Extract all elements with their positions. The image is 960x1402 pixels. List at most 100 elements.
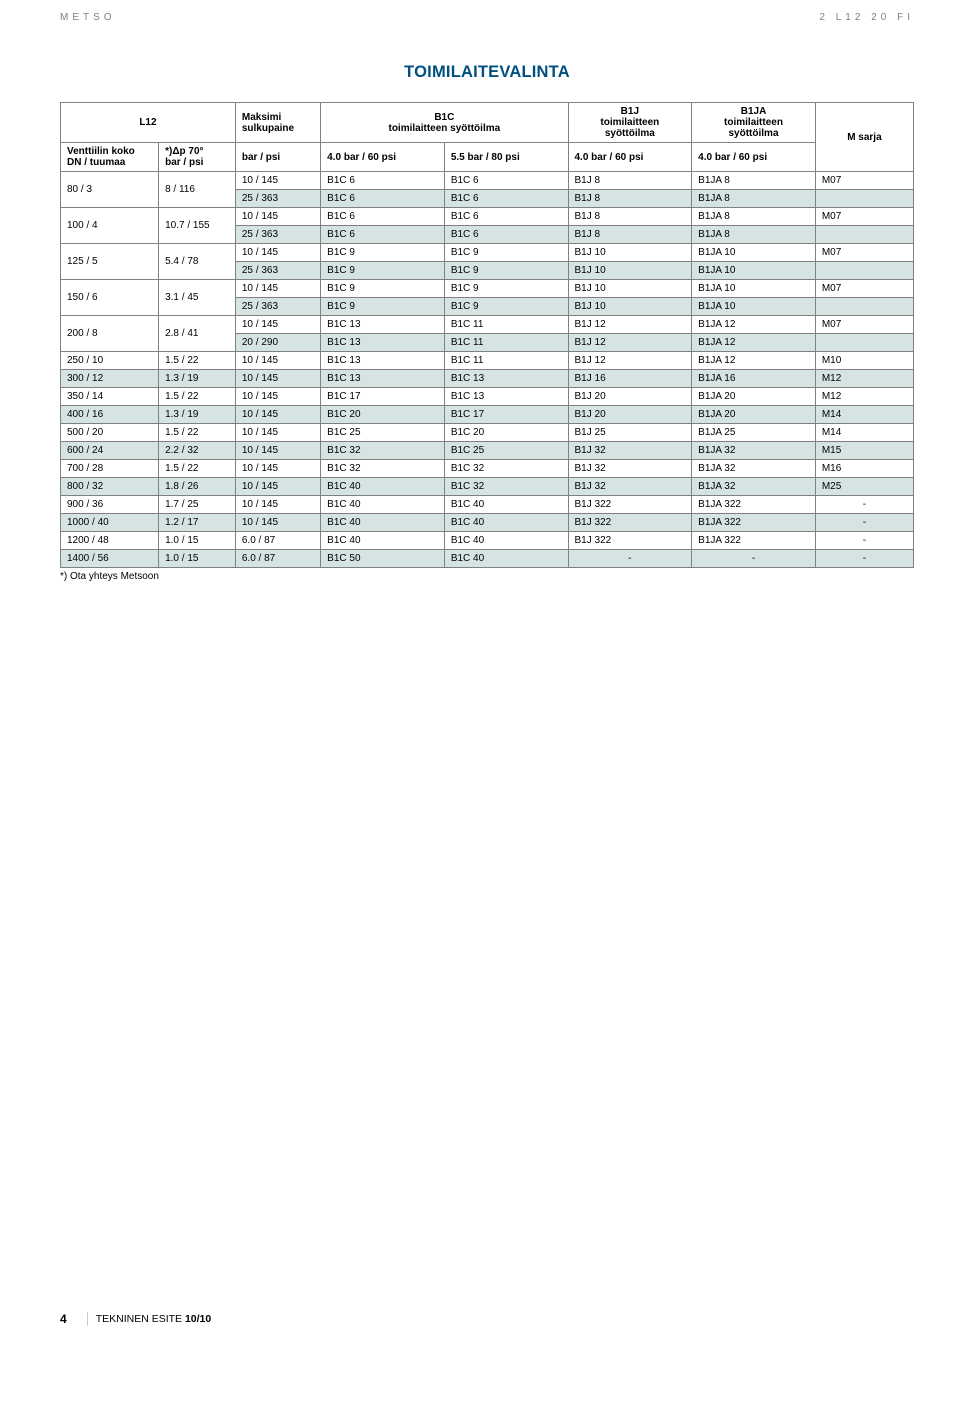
cell-c1: B1C 40 bbox=[321, 532, 445, 550]
cell-dn: 125 / 5 bbox=[61, 244, 159, 280]
cell-c2: B1C 6 bbox=[444, 172, 568, 190]
cell-j: B1J 322 bbox=[568, 532, 692, 550]
cell-mk: 6.0 / 87 bbox=[235, 550, 320, 568]
cell-dn: 80 / 3 bbox=[61, 172, 159, 208]
cell-j: B1J 12 bbox=[568, 352, 692, 370]
cell-dn: 250 / 10 bbox=[61, 352, 159, 370]
cell-j: - bbox=[568, 550, 692, 568]
cell-dn: 800 / 32 bbox=[61, 478, 159, 496]
cell-c1: B1C 13 bbox=[321, 316, 445, 334]
cell-c2: B1C 40 bbox=[444, 496, 568, 514]
head-b1ja: B1JA toimilaitteen syöttöilma bbox=[692, 103, 816, 143]
cell-dn: 400 / 16 bbox=[61, 406, 159, 424]
cell-c1: B1C 9 bbox=[321, 262, 445, 280]
cell-j: B1J 20 bbox=[568, 406, 692, 424]
cell-c2: B1C 32 bbox=[444, 478, 568, 496]
table-row: 150 / 63.1 / 4510 / 145B1C 9B1C 9B1J 10B… bbox=[61, 280, 914, 298]
cell-dn: 1000 / 40 bbox=[61, 514, 159, 532]
cell-c1: B1C 17 bbox=[321, 388, 445, 406]
table-row: 700 / 281.5 / 2210 / 145B1C 32B1C 32B1J … bbox=[61, 460, 914, 478]
cell-m bbox=[815, 226, 913, 244]
table-row: 900 / 361.7 / 2510 / 145B1C 40B1C 40B1J … bbox=[61, 496, 914, 514]
cell-c1: B1C 32 bbox=[321, 442, 445, 460]
head-dp: *)Δp 70° bar / psi bbox=[159, 143, 236, 172]
table-row: 1400 / 561.0 / 156.0 / 87B1C 50B1C 40--- bbox=[61, 550, 914, 568]
cell-ja: B1JA 8 bbox=[692, 190, 816, 208]
cell-m: M10 bbox=[815, 352, 913, 370]
cell-mk: 10 / 145 bbox=[235, 172, 320, 190]
cell-mk: 10 / 145 bbox=[235, 244, 320, 262]
cell-dp: 1.5 / 22 bbox=[159, 352, 236, 370]
cell-j: B1J 32 bbox=[568, 442, 692, 460]
cell-ja: - bbox=[692, 550, 816, 568]
cell-dp: 1.8 / 26 bbox=[159, 478, 236, 496]
cell-c2: B1C 11 bbox=[444, 352, 568, 370]
top-right: 2 L12 20 FI bbox=[819, 12, 914, 23]
cell-m: M12 bbox=[815, 388, 913, 406]
cell-c1: B1C 9 bbox=[321, 244, 445, 262]
cell-m: M07 bbox=[815, 244, 913, 262]
cell-c1: B1C 32 bbox=[321, 460, 445, 478]
cell-dn: 150 / 6 bbox=[61, 280, 159, 316]
footer-divider bbox=[87, 1312, 88, 1326]
cell-ja: B1JA 32 bbox=[692, 442, 816, 460]
cell-mk: 10 / 145 bbox=[235, 370, 320, 388]
cell-j: B1J 10 bbox=[568, 244, 692, 262]
head-b1c: B1C toimilaitteen syöttöilma bbox=[321, 103, 568, 143]
cell-dp: 8 / 116 bbox=[159, 172, 236, 208]
cell-c1: B1C 40 bbox=[321, 478, 445, 496]
cell-m bbox=[815, 190, 913, 208]
cell-dp: 1.5 / 22 bbox=[159, 388, 236, 406]
cell-mk: 25 / 363 bbox=[235, 298, 320, 316]
cell-c1: B1C 6 bbox=[321, 208, 445, 226]
head-b1c-c2: 5.5 bar / 80 psi bbox=[444, 143, 568, 172]
cell-c2: B1C 11 bbox=[444, 334, 568, 352]
cell-mk: 25 / 363 bbox=[235, 262, 320, 280]
cell-dp: 1.0 / 15 bbox=[159, 550, 236, 568]
cell-c2: B1C 6 bbox=[444, 226, 568, 244]
cell-c2: B1C 13 bbox=[444, 388, 568, 406]
head-msarja: M sarja bbox=[815, 103, 913, 172]
cell-mk: 10 / 145 bbox=[235, 280, 320, 298]
table-row: 80 / 38 / 11610 / 145B1C 6B1C 6B1J 8B1JA… bbox=[61, 172, 914, 190]
cell-c2: B1C 9 bbox=[444, 280, 568, 298]
cell-c1: B1C 6 bbox=[321, 172, 445, 190]
footnote: *) Ota yhteys Metsoon bbox=[60, 571, 914, 582]
cell-dn: 1400 / 56 bbox=[61, 550, 159, 568]
cell-m: M07 bbox=[815, 280, 913, 298]
cell-m bbox=[815, 334, 913, 352]
table-row: 300 / 121.3 / 1910 / 145B1C 13B1C 13B1J … bbox=[61, 370, 914, 388]
cell-c1: B1C 40 bbox=[321, 496, 445, 514]
cell-c1: B1C 13 bbox=[321, 334, 445, 352]
cell-m: M25 bbox=[815, 478, 913, 496]
cell-m: M07 bbox=[815, 208, 913, 226]
cell-m: M07 bbox=[815, 316, 913, 334]
table-row: 600 / 242.2 / 3210 / 145B1C 32B1C 25B1J … bbox=[61, 442, 914, 460]
cell-mk: 10 / 145 bbox=[235, 478, 320, 496]
cell-c1: B1C 6 bbox=[321, 190, 445, 208]
cell-m: M14 bbox=[815, 424, 913, 442]
cell-c1: B1C 50 bbox=[321, 550, 445, 568]
table-row: 1000 / 401.2 / 1710 / 145B1C 40B1C 40B1J… bbox=[61, 514, 914, 532]
cell-c2: B1C 20 bbox=[444, 424, 568, 442]
table-row: 1200 / 481.0 / 156.0 / 87B1C 40B1C 40B1J… bbox=[61, 532, 914, 550]
cell-j: B1J 322 bbox=[568, 514, 692, 532]
cell-mk: 10 / 145 bbox=[235, 442, 320, 460]
cell-ja: B1JA 8 bbox=[692, 172, 816, 190]
cell-j: B1J 20 bbox=[568, 388, 692, 406]
cell-c2: B1C 9 bbox=[444, 262, 568, 280]
page-footer: 4 TEKNINEN ESITE 10/10 bbox=[60, 1312, 914, 1326]
cell-mk: 10 / 145 bbox=[235, 460, 320, 478]
cell-dn: 600 / 24 bbox=[61, 442, 159, 460]
head-b1c-c1: 4.0 bar / 60 psi bbox=[321, 143, 445, 172]
cell-c2: B1C 25 bbox=[444, 442, 568, 460]
cell-mk: 10 / 145 bbox=[235, 316, 320, 334]
cell-c1: B1C 13 bbox=[321, 352, 445, 370]
head-b1ja-c: 4.0 bar / 60 psi bbox=[692, 143, 816, 172]
cell-mk: 10 / 145 bbox=[235, 388, 320, 406]
cell-dp: 5.4 / 78 bbox=[159, 244, 236, 280]
cell-ja: B1JA 25 bbox=[692, 424, 816, 442]
cell-mk: 10 / 145 bbox=[235, 406, 320, 424]
cell-mk: 25 / 363 bbox=[235, 226, 320, 244]
cell-j: B1J 32 bbox=[568, 478, 692, 496]
